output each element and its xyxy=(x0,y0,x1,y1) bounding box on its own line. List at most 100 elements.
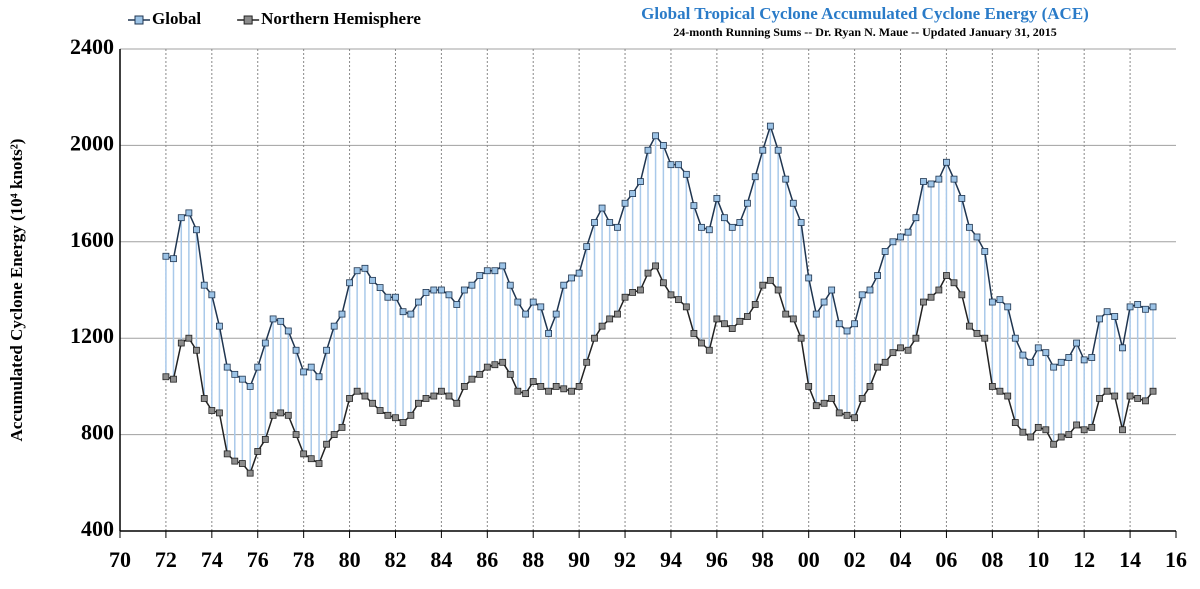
series-marker xyxy=(1088,423,1096,431)
series-marker xyxy=(422,289,430,296)
series-marker xyxy=(307,363,315,371)
series-marker xyxy=(445,392,453,400)
series-marker xyxy=(1050,363,1058,371)
series-marker xyxy=(522,310,530,318)
series-marker xyxy=(1111,392,1119,400)
series-marker xyxy=(254,363,262,371)
series-marker xyxy=(667,161,675,169)
series-marker xyxy=(736,219,744,226)
series-marker xyxy=(858,395,866,402)
series-marker xyxy=(529,298,537,306)
x-tick-label: 16 xyxy=(1165,547,1187,572)
series-marker xyxy=(522,390,530,398)
series-marker xyxy=(958,195,966,202)
series-marker xyxy=(881,358,889,366)
series-marker xyxy=(1073,339,1080,347)
series-marker xyxy=(1119,344,1126,352)
series-marker xyxy=(238,460,246,467)
series-marker xyxy=(392,293,399,301)
series-marker xyxy=(797,334,805,342)
series-marker xyxy=(705,346,713,354)
series-marker xyxy=(644,269,652,277)
series-marker xyxy=(491,361,499,369)
series-marker xyxy=(1111,313,1119,320)
series-marker xyxy=(1142,397,1149,405)
series-marker xyxy=(965,322,973,330)
y-tick-label: 400 xyxy=(81,516,114,541)
series-marker xyxy=(797,219,805,226)
series-marker xyxy=(430,392,438,400)
series-marker xyxy=(277,317,285,325)
series-marker xyxy=(591,219,598,226)
series-marker xyxy=(200,281,208,289)
y-tick-label: 2000 xyxy=(70,130,114,155)
series-marker xyxy=(568,387,575,395)
x-tick-label: 02 xyxy=(844,547,866,572)
series-marker xyxy=(835,320,843,328)
series-marker xyxy=(950,279,958,287)
series-marker xyxy=(736,317,744,325)
x-tick-label: 00 xyxy=(798,547,820,572)
series-marker xyxy=(835,409,843,417)
x-tick-label: 88 xyxy=(522,547,544,572)
series-marker xyxy=(751,173,759,181)
series-marker xyxy=(193,346,200,354)
series-marker xyxy=(1103,387,1111,395)
series-marker xyxy=(1142,305,1149,313)
y-tick-label: 1200 xyxy=(70,323,114,348)
series-marker xyxy=(193,226,200,234)
series-marker xyxy=(353,267,361,275)
series-marker xyxy=(644,146,652,154)
series-marker xyxy=(261,339,269,347)
series-marker xyxy=(728,325,736,332)
series-marker xyxy=(545,329,552,337)
x-tick-label: 82 xyxy=(384,547,406,572)
series-marker xyxy=(177,339,185,347)
series-marker xyxy=(1004,392,1012,400)
series-marker xyxy=(744,313,751,320)
series-marker xyxy=(445,291,453,299)
series-marker xyxy=(346,395,353,402)
series-marker xyxy=(789,199,797,207)
series-marker xyxy=(162,252,170,260)
series-marker xyxy=(568,274,575,282)
series-marker xyxy=(904,346,912,354)
series-marker xyxy=(514,387,522,395)
series-marker xyxy=(728,223,736,231)
legend-marker xyxy=(134,15,144,25)
series-marker xyxy=(981,248,989,255)
series-marker xyxy=(491,267,499,275)
x-tick-label: 78 xyxy=(293,547,315,572)
series-marker xyxy=(858,291,866,299)
series-marker xyxy=(843,327,851,335)
series-marker xyxy=(1126,392,1134,400)
series-marker xyxy=(1119,426,1126,434)
series-marker xyxy=(866,286,874,294)
series-marker xyxy=(1096,395,1103,402)
series-marker xyxy=(246,469,254,477)
series-marker xyxy=(659,279,667,287)
series-marker xyxy=(453,399,461,407)
series-marker xyxy=(805,382,813,390)
series-marker xyxy=(499,262,507,270)
series-marker xyxy=(346,279,353,287)
series-marker xyxy=(889,238,897,246)
series-marker xyxy=(973,329,981,337)
series-marker xyxy=(1149,303,1157,311)
series-marker xyxy=(376,284,384,291)
series-marker xyxy=(384,293,392,301)
series-marker xyxy=(789,315,797,323)
series-marker xyxy=(407,310,415,318)
x-tick-label: 08 xyxy=(981,547,1003,572)
series-marker xyxy=(552,382,560,390)
series-marker xyxy=(376,407,384,414)
series-marker xyxy=(1004,303,1012,311)
series-marker xyxy=(361,264,369,272)
series-marker xyxy=(460,382,468,390)
series-marker xyxy=(537,382,545,390)
series-marker xyxy=(637,178,644,185)
series-marker xyxy=(1065,354,1073,361)
series-marker xyxy=(483,267,491,275)
series-marker xyxy=(560,385,568,393)
series-marker xyxy=(828,395,836,402)
